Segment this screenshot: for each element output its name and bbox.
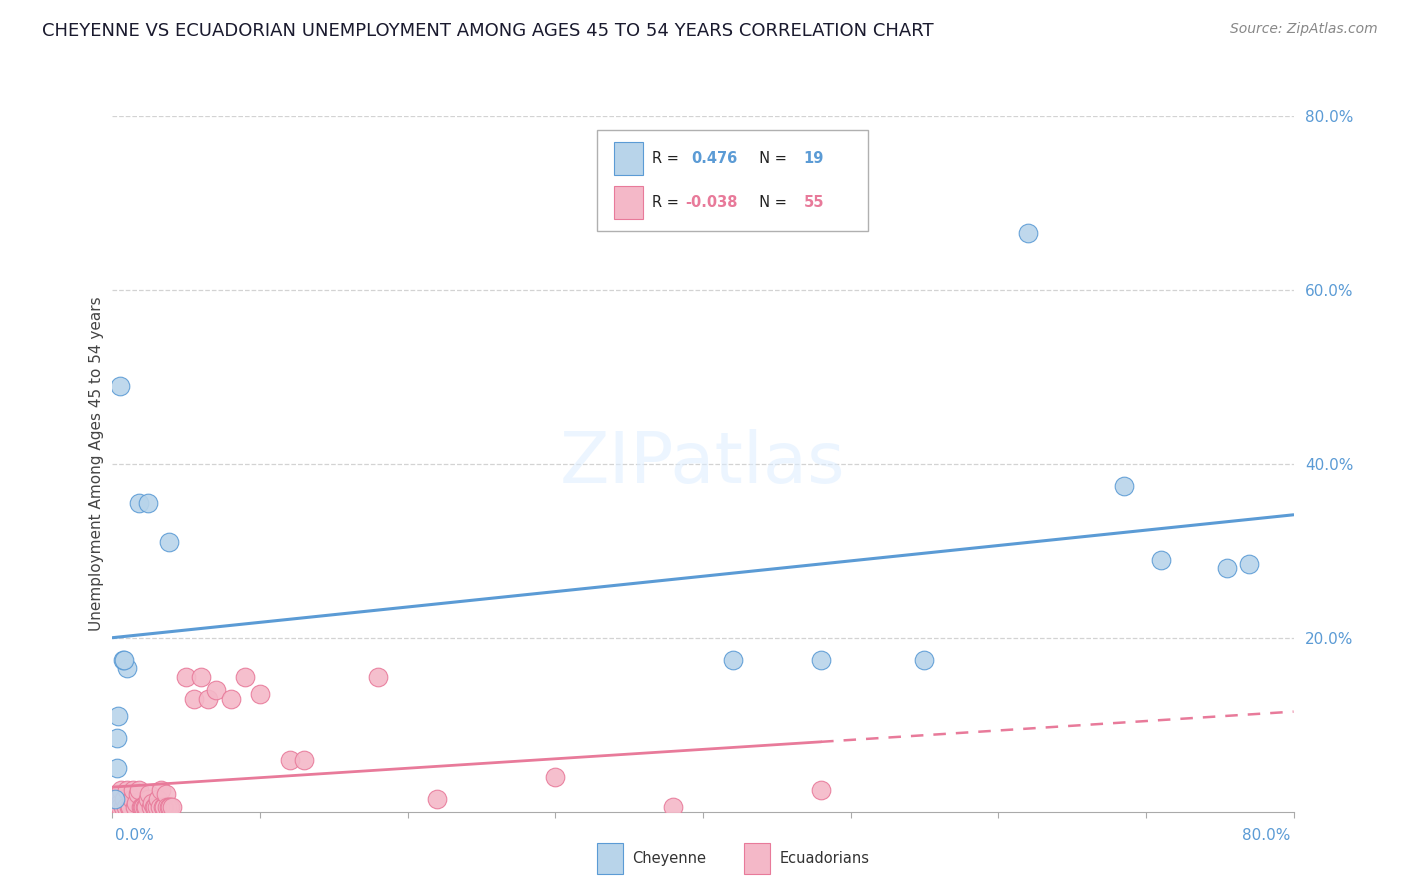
Point (141, 796, 163, 810)
Point (367, 670, 389, 684)
Bar (614, 186, 643, 219)
Point (1112, 478, 1135, 492)
Bar (744, 843, 770, 874)
Point (112, 652, 135, 666)
FancyBboxPatch shape (596, 130, 869, 231)
Point (105, 731, 128, 745)
Point (249, 687, 271, 701)
Point (111, 800, 134, 814)
Text: N =: N = (751, 194, 792, 210)
Point (117, 783, 138, 797)
Point (233, 670, 256, 684)
Point (153, 800, 176, 814)
Point (127, 788, 149, 801)
Point (205, 683, 228, 698)
Text: 0.476: 0.476 (692, 151, 737, 166)
Point (107, 800, 129, 814)
Text: Source: ZipAtlas.com: Source: ZipAtlas.com (1230, 22, 1378, 37)
Point (108, 796, 131, 810)
Point (121, 791, 143, 805)
Point (157, 535, 180, 549)
Point (135, 800, 157, 814)
Point (197, 691, 219, 706)
Point (810, 652, 832, 666)
Point (174, 670, 197, 684)
Point (183, 691, 205, 706)
Point (132, 800, 155, 814)
Text: 55: 55 (803, 194, 824, 210)
Point (160, 800, 183, 814)
Point (156, 800, 179, 814)
Point (136, 791, 159, 805)
Point (159, 800, 181, 814)
Point (124, 800, 146, 814)
Point (108, 800, 131, 814)
Point (128, 783, 150, 797)
Text: -0.038: -0.038 (685, 194, 738, 210)
Point (104, 791, 127, 805)
Point (112, 791, 135, 805)
Text: Ecuadorians: Ecuadorians (780, 851, 870, 866)
Text: CHEYENNE VS ECUADORIAN UNEMPLOYMENT AMONG AGES 45 TO 54 YEARS CORRELATION CHART: CHEYENNE VS ECUADORIAN UNEMPLOYMENT AMON… (42, 22, 934, 40)
Text: 19: 19 (803, 151, 824, 166)
Point (129, 800, 152, 814)
Point (110, 783, 132, 797)
Point (150, 783, 173, 797)
Bar (614, 142, 643, 175)
Point (721, 652, 744, 666)
Point (157, 800, 180, 814)
Point (104, 800, 127, 814)
Point (544, 770, 567, 784)
Point (108, 378, 131, 392)
Text: 0.0%: 0.0% (115, 828, 155, 843)
Point (120, 800, 142, 814)
Point (152, 800, 174, 814)
Text: Cheyenne: Cheyenne (633, 851, 706, 866)
Text: R =: R = (652, 194, 683, 210)
Point (107, 709, 129, 723)
Point (118, 800, 141, 814)
Bar (596, 843, 623, 874)
Point (1216, 561, 1239, 575)
Point (111, 652, 134, 666)
Point (146, 800, 169, 814)
Point (114, 800, 136, 814)
Point (105, 788, 128, 801)
Point (138, 788, 160, 801)
Point (131, 800, 153, 814)
Point (810, 783, 832, 797)
Point (292, 753, 315, 767)
Point (149, 800, 172, 814)
Point (136, 496, 159, 510)
Text: ZIPatlas: ZIPatlas (560, 429, 846, 499)
Point (662, 800, 685, 814)
Point (117, 661, 138, 675)
Point (219, 691, 242, 706)
Point (142, 800, 165, 814)
Point (125, 796, 148, 810)
Point (155, 788, 177, 801)
Text: 80.0%: 80.0% (1243, 828, 1291, 843)
Point (426, 791, 449, 805)
Point (122, 783, 145, 797)
Point (914, 652, 936, 666)
Text: N =: N = (751, 151, 792, 166)
Point (143, 800, 166, 814)
Text: R =: R = (652, 151, 689, 166)
Point (1150, 552, 1173, 566)
Point (1017, 227, 1039, 241)
Point (139, 800, 162, 814)
Point (105, 761, 128, 775)
Point (134, 800, 156, 814)
Point (128, 496, 150, 510)
Point (278, 753, 301, 767)
Point (1239, 557, 1261, 571)
Point (148, 791, 170, 805)
Point (190, 670, 212, 684)
Y-axis label: Unemployment Among Ages 45 to 54 years: Unemployment Among Ages 45 to 54 years (89, 296, 104, 632)
